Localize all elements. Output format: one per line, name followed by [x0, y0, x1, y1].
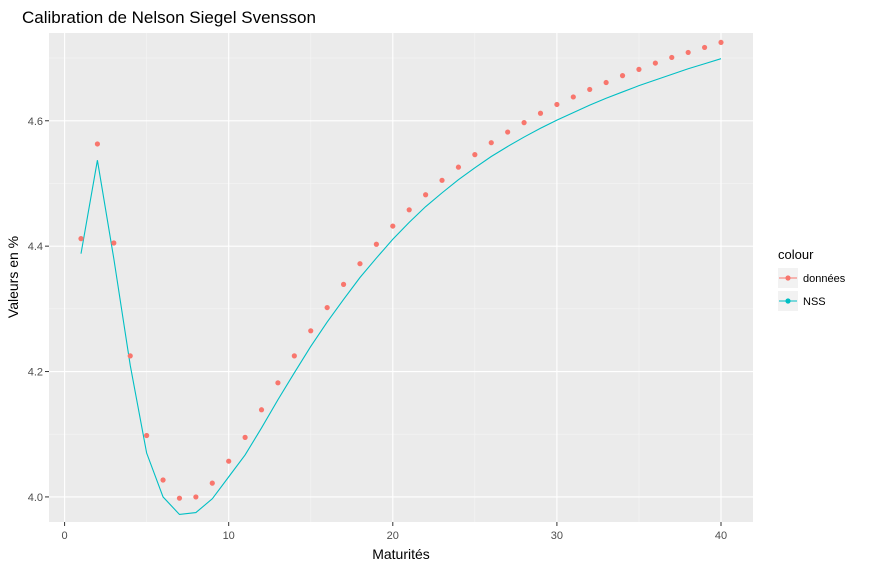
data-point — [439, 177, 445, 183]
data-point — [291, 353, 297, 359]
y-tick-label: 4.6 — [28, 116, 43, 128]
data-point — [423, 192, 429, 198]
data-point — [554, 101, 560, 108]
data-point — [324, 304, 330, 311]
x-tick-label: 0 — [62, 530, 68, 542]
data-point — [472, 152, 478, 158]
legend-item: NSS — [778, 291, 826, 311]
data-point — [78, 236, 84, 242]
data-point — [718, 39, 724, 46]
data-point — [587, 86, 593, 93]
data-point — [685, 49, 691, 56]
data-point — [488, 140, 494, 146]
y-tick-label: 4.0 — [28, 492, 43, 504]
grid — [49, 33, 753, 522]
data-point — [406, 207, 412, 213]
y-tick-label: 4.2 — [28, 367, 43, 379]
data-point — [701, 44, 708, 51]
y-axis: 4.0 4.2 4.4 4.6 — [28, 116, 49, 504]
legend-key-point — [785, 275, 791, 281]
legend-title: colour — [778, 247, 814, 262]
legend-item: données — [778, 268, 846, 288]
legend-items: données NSS — [778, 268, 846, 311]
data-point — [521, 120, 527, 126]
data-point — [505, 129, 511, 135]
y-tick-label: 4.4 — [28, 241, 43, 253]
nss-line — [80, 58, 722, 516]
data-point — [193, 494, 199, 500]
data-point — [258, 407, 265, 413]
chart-title: Calibration de Nelson Siegel Svensson — [22, 8, 316, 27]
x-tick-label: 20 — [387, 530, 399, 542]
y-axis-label: Valeurs en % — [5, 236, 21, 318]
x-axis-label: Maturités — [372, 546, 430, 562]
data-point — [636, 66, 642, 72]
data-point — [373, 241, 379, 247]
data-point — [242, 434, 248, 440]
data-point — [619, 73, 626, 79]
x-axis: 0 10 20 30 40 — [62, 522, 727, 542]
data-point — [570, 94, 576, 100]
data-point — [160, 477, 166, 483]
data-point — [390, 223, 396, 229]
data-point — [340, 281, 347, 287]
data-point — [226, 458, 232, 464]
x-tick-label: 10 — [223, 530, 235, 542]
data-point — [176, 495, 183, 501]
legend-key-point — [785, 298, 791, 304]
legend: colour données NSS — [778, 247, 846, 311]
data-point — [357, 261, 363, 267]
data-point — [652, 60, 658, 66]
plot-panel — [49, 33, 753, 522]
legend-label: données — [803, 273, 846, 285]
data-point — [209, 480, 215, 486]
data-point — [669, 54, 675, 61]
data-point — [308, 328, 314, 334]
marks — [78, 39, 724, 516]
data-point — [275, 380, 281, 386]
data-point — [537, 110, 544, 116]
data-point — [94, 141, 101, 147]
x-tick-label: 30 — [551, 530, 563, 542]
data-point — [144, 432, 150, 439]
x-tick-label: 40 — [715, 530, 727, 542]
data-point — [455, 164, 462, 170]
legend-label: NSS — [803, 296, 826, 308]
data-point — [127, 353, 133, 359]
data-point — [603, 79, 609, 86]
data-point — [111, 240, 117, 246]
